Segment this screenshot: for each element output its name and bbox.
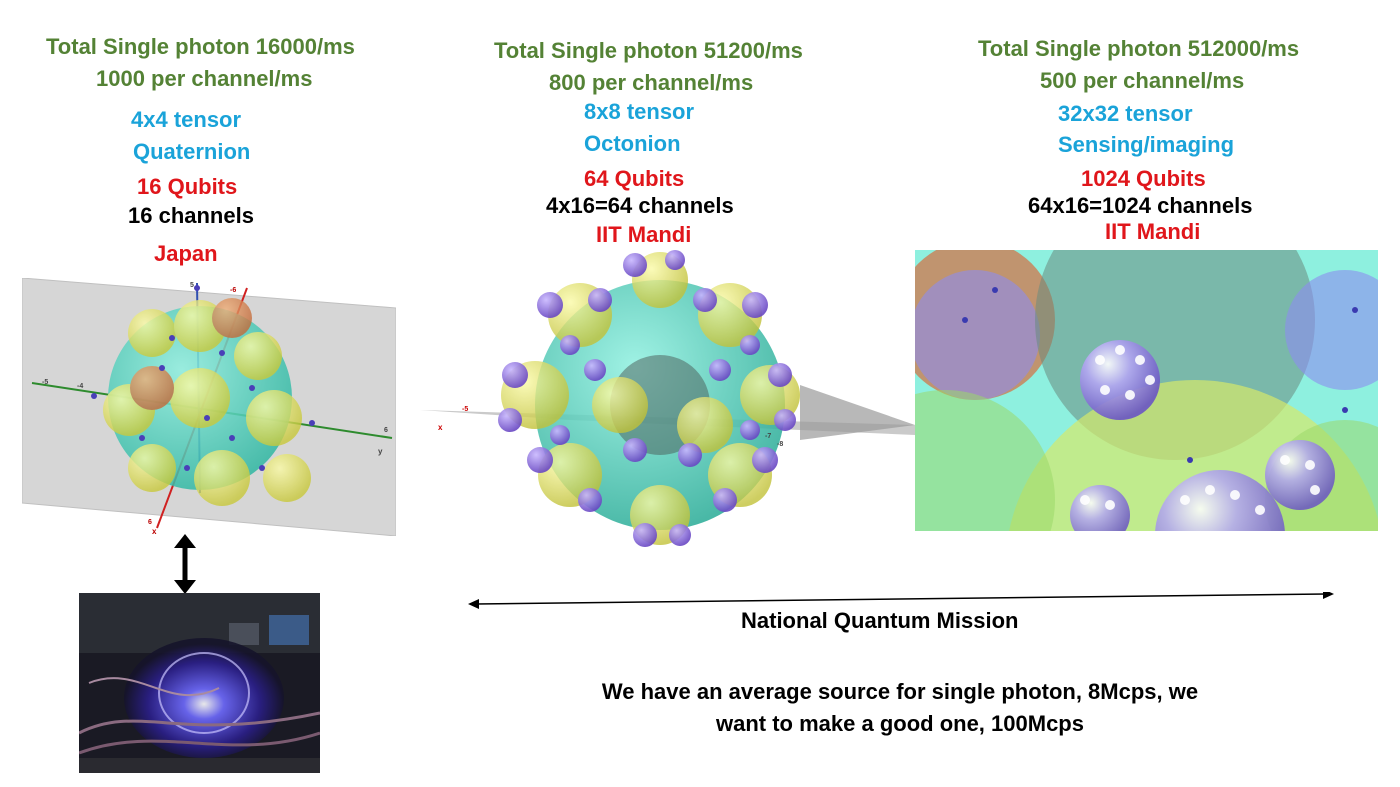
right-tensor-label: 32x32 tensor	[1058, 101, 1193, 126]
bottom-note: We have an average source for single pho…	[601, 679, 1199, 736]
qubit-spheres	[498, 250, 796, 547]
right-per-channel-rate: 500 per channel/ms	[1040, 68, 1245, 93]
axis-tick-label: -5	[462, 406, 468, 413]
middle-total-photon-rate: Total Single photon 51200/ms	[494, 38, 803, 63]
lab-setup-photo	[79, 593, 320, 773]
right-total-photon-rate: Total Single photon 512000/ms	[978, 36, 1300, 61]
left-tensor-label: 4x4 tensor	[131, 107, 242, 132]
axis-tick-label: -4	[77, 383, 83, 390]
octonion-sphere-render: x -5 -7 -8	[420, 245, 915, 550]
middle-tensor-label: 8x8 tensor	[584, 99, 695, 124]
middle-per-channel-rate: 800 per channel/ms	[549, 70, 754, 95]
mission-span-arrow	[468, 592, 1334, 612]
left-total-photon-rate: Total Single photon 16000/ms	[46, 34, 355, 59]
middle-channels-label: 4x16=64 channels	[546, 193, 734, 218]
right-location-label: IIT Mandi	[1105, 219, 1201, 244]
qubit-cluster	[1265, 440, 1335, 510]
right-channels-label: 64x16=1024 channels	[1028, 193, 1253, 218]
left-per-channel-rate: 1000 per channel/ms	[96, 66, 313, 91]
link-arrow	[170, 534, 200, 594]
qubit-points	[1080, 345, 1320, 515]
middle-location-label: IIT Mandi	[596, 222, 692, 247]
sensing-imaging-render	[915, 250, 1378, 531]
qubit-cluster	[1155, 470, 1285, 531]
x-axis-label: x	[152, 527, 157, 536]
axis-tick-label: -8	[777, 441, 783, 448]
axis-tick-label: 5	[190, 282, 194, 289]
quaternion-sphere-render: 5 -6 -5 -4 6 y 6 x	[22, 278, 396, 536]
middle-qubits-label: 64 Qubits	[584, 166, 685, 191]
qubit-dots	[962, 287, 1358, 463]
left-channels-label: 16 channels	[128, 203, 254, 228]
axis-tick-label: 6	[384, 427, 388, 434]
x-axis-label: x	[438, 423, 443, 432]
mission-label: National Quantum Mission	[741, 608, 1019, 633]
qubit-points	[91, 285, 315, 471]
left-qubits-label: 16 Qubits	[137, 174, 238, 199]
axis-tick-label: -7	[765, 433, 771, 440]
left-algebra-label: Quaternion	[133, 139, 251, 164]
right-qubits-label: 1024 Qubits	[1081, 166, 1206, 191]
middle-algebra-label: Octonion	[584, 131, 681, 156]
right-algebra-label: Sensing/imaging	[1058, 132, 1235, 157]
outer-spheres	[103, 298, 311, 506]
y-axis-label: y	[378, 447, 383, 456]
axis-tick-label: -6	[230, 287, 236, 294]
left-location-label: Japan	[154, 241, 218, 266]
axis-tick-label: 6	[148, 519, 152, 526]
axis-tick-label: -5	[42, 379, 48, 386]
